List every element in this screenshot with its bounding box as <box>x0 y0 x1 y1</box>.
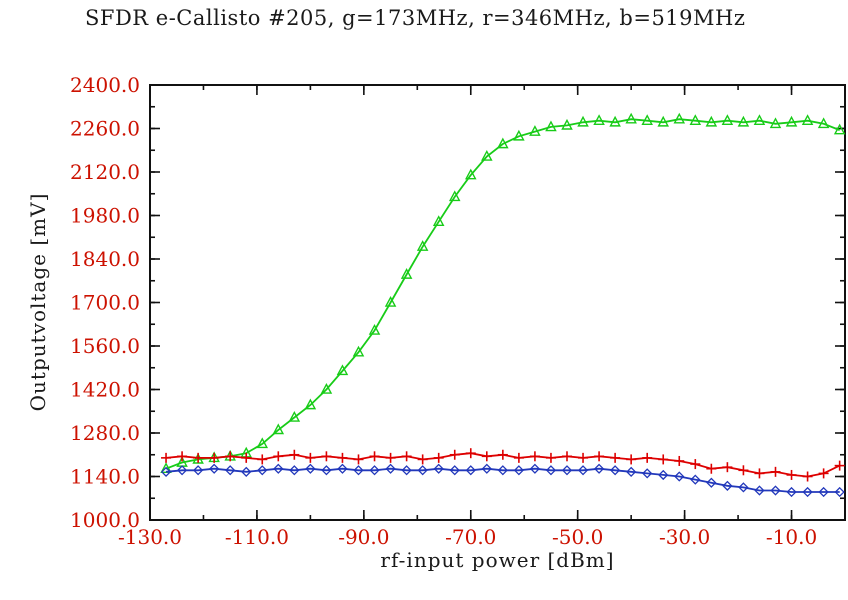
svg-text:2260.0: 2260.0 <box>70 117 140 141</box>
svg-text:1420.0: 1420.0 <box>70 378 140 402</box>
svg-text:-50.0: -50.0 <box>552 525 603 549</box>
svg-text:1560.0: 1560.0 <box>70 334 140 358</box>
svg-text:-130.0: -130.0 <box>118 525 182 549</box>
svg-text:1280.0: 1280.0 <box>70 421 140 445</box>
svg-text:-90.0: -90.0 <box>338 525 389 549</box>
svg-text:-70.0: -70.0 <box>445 525 496 549</box>
svg-text:1840.0: 1840.0 <box>70 247 140 271</box>
svg-text:2120.0: 2120.0 <box>70 160 140 184</box>
svg-text:1700.0: 1700.0 <box>70 291 140 315</box>
chart-title: SFDR e-Callisto #205, g=173MHz, r=346MHz… <box>85 6 746 30</box>
y-axis-label: Outputvoltage [mV] <box>26 192 50 412</box>
svg-text:-110.0: -110.0 <box>225 525 289 549</box>
svg-text:-30.0: -30.0 <box>659 525 710 549</box>
svg-text:1140.0: 1140.0 <box>70 465 140 489</box>
svg-text:1000.0: 1000.0 <box>70 508 140 532</box>
x-axis-label: rf-input power [dBm] <box>380 548 615 572</box>
svg-text:2400.0: 2400.0 <box>70 73 140 97</box>
svg-text:-10.0: -10.0 <box>766 525 817 549</box>
svg-text:1980.0: 1980.0 <box>70 204 140 228</box>
